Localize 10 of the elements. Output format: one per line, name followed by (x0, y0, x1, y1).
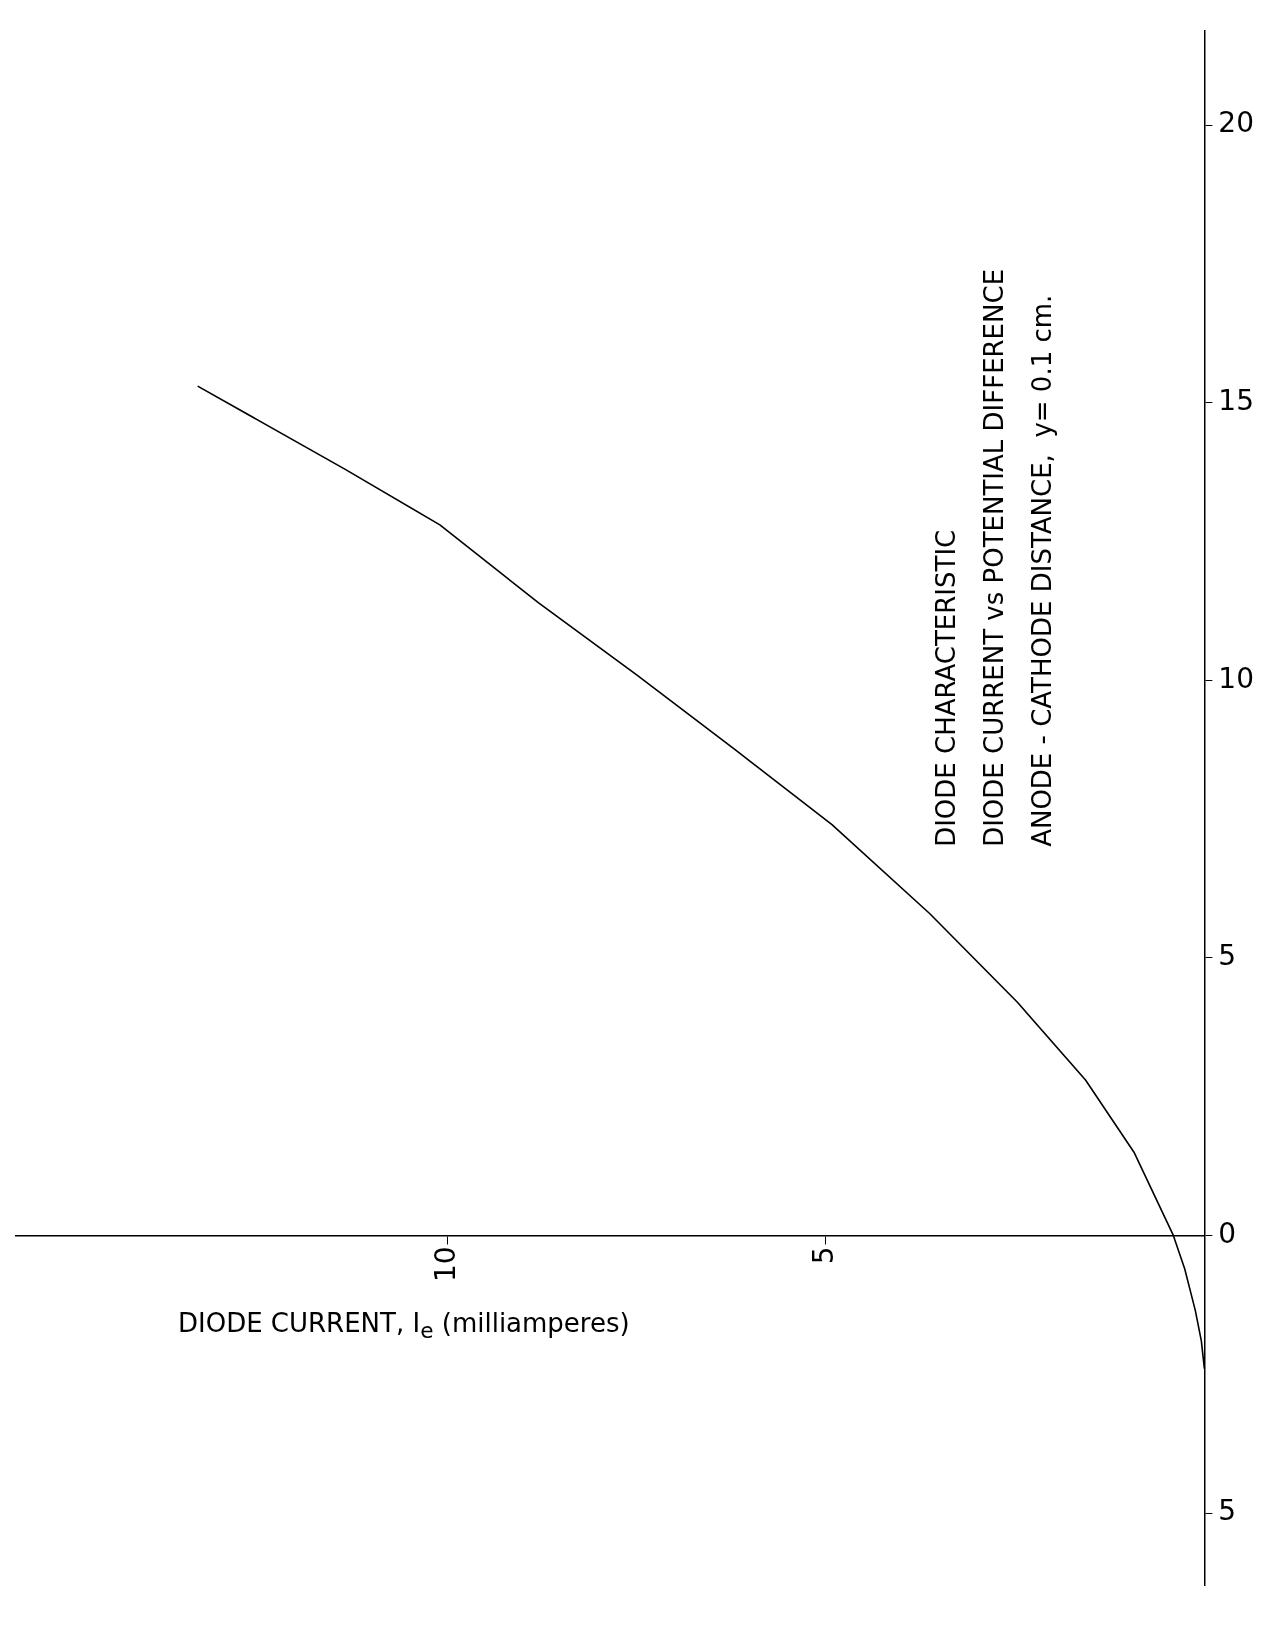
text: DIODE CHARACTERISTIC (930, 529, 961, 847)
y-tick-label: 20 (1218, 106, 1255, 140)
x-axis-title: DIODE CURRENT, I$_{e}$ (milliamperes) (178, 1308, 630, 1344)
y-tick-label: 5 (1218, 939, 1237, 973)
annotation: ANODE - CATHODE DISTANCE, y= 0.1 cm. (1026, 294, 1057, 847)
text: DIODE CURRENT vs POTENTIAL DIFFERENCE (978, 268, 1009, 847)
y-tick-label: 5 (1218, 1494, 1237, 1528)
y-tick-label: 15 (1218, 384, 1255, 418)
y-tick-label: 10 (1218, 661, 1255, 695)
y-tick-label: 0 (1218, 1216, 1237, 1250)
